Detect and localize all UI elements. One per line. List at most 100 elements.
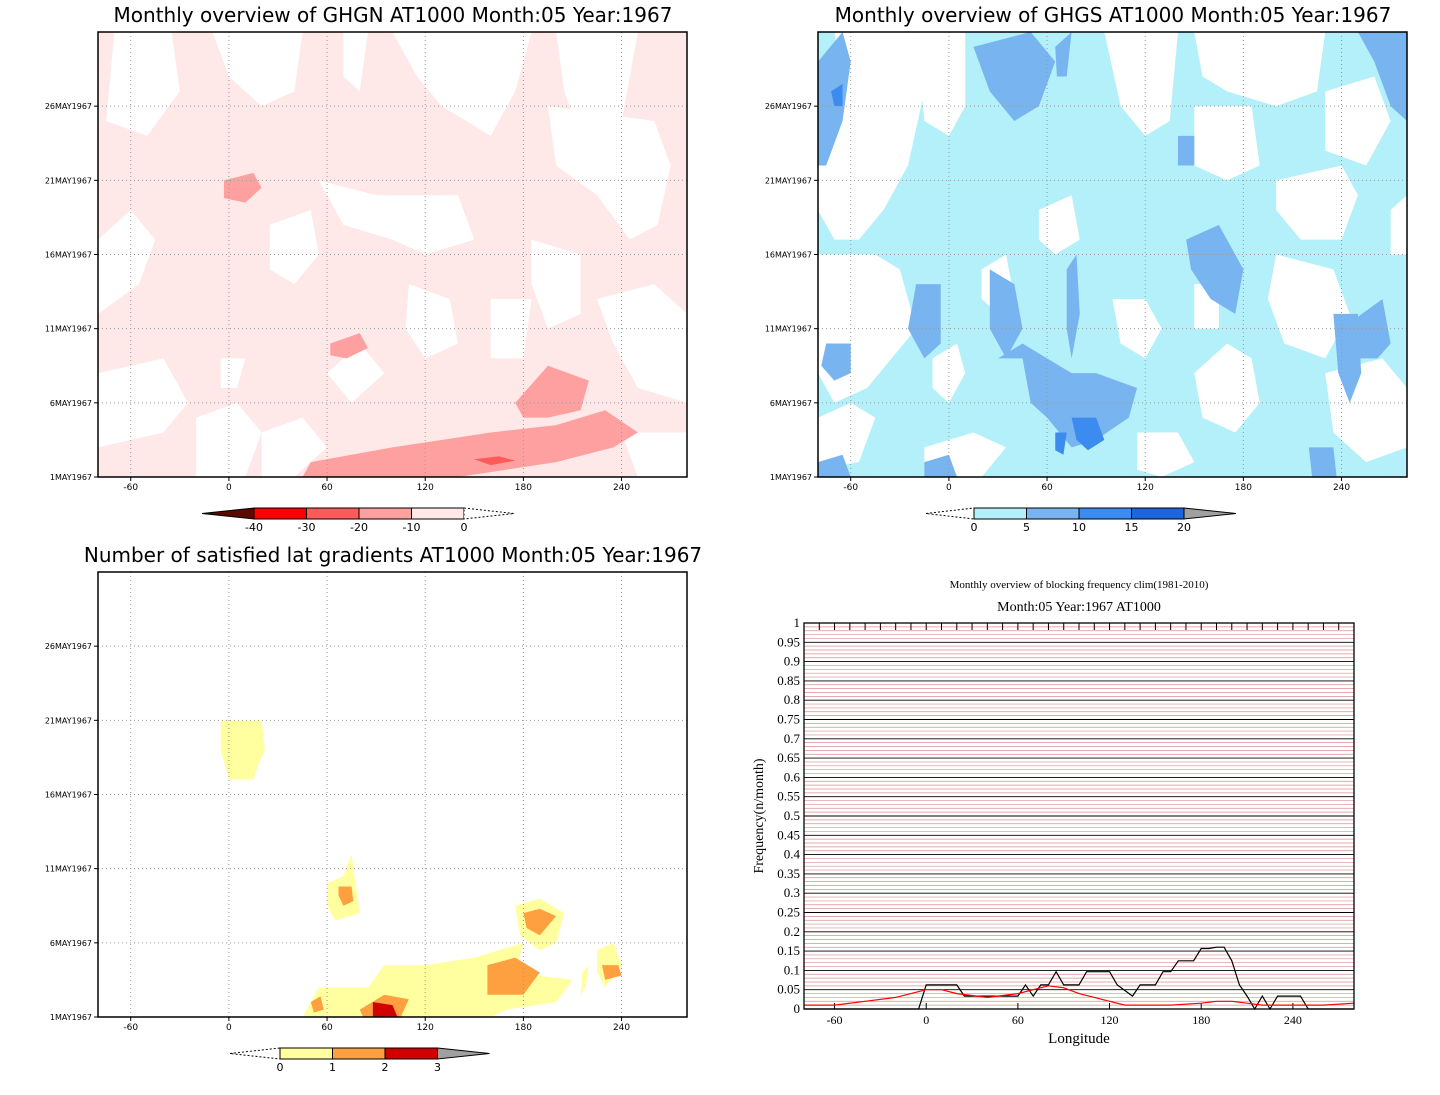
- colorbar-segment: [1078, 507, 1132, 520]
- x-tick-label: 240: [613, 483, 630, 493]
- contour-region-one: [580, 965, 589, 995]
- y-tick-label: 0.7: [784, 731, 801, 746]
- colorbar-label: -30: [298, 521, 316, 534]
- y-axis-label: Frequency(n/month): [752, 758, 767, 873]
- contour-region-positive: [556, 32, 638, 136]
- y-tick-label: 16MAY1967: [45, 791, 92, 800]
- y-tick-label: 0.95: [777, 634, 800, 649]
- contour-region-mid: [907, 284, 941, 359]
- contour-region-low: [1276, 165, 1358, 240]
- x-tick-label: 180: [1235, 483, 1252, 493]
- contour-region-low: [1137, 432, 1195, 477]
- colorbar-label: 0: [277, 1061, 284, 1074]
- series-line: [804, 985, 1355, 1006]
- colorbar: 0 1 2 3: [229, 1047, 490, 1074]
- x-tick-label: 180: [515, 1023, 532, 1033]
- y-tick-label: 0.3: [784, 885, 800, 900]
- contour-region-high: [831, 83, 843, 107]
- contour-region-positive: [405, 284, 458, 359]
- blocking-frequency-panel: Monthly overview of blocking frequency c…: [720, 540, 1440, 1091]
- contour-region-low: [1104, 32, 1178, 136]
- colorbar-left-arrow: [201, 507, 255, 520]
- x-tick-label: 120: [417, 483, 434, 493]
- plot-frame: [817, 31, 1408, 478]
- colorbar-label: -10: [403, 521, 421, 534]
- contour-region-positive: [392, 32, 532, 136]
- chart-title: Monthly overview of GHGN AT1000 Month:05…: [114, 3, 673, 27]
- x-tick-label: -60: [123, 483, 138, 493]
- contour-region-negative: [515, 365, 589, 418]
- colorbar-label: 0: [461, 521, 468, 534]
- ghgs-panel: Monthly overview of GHGS AT1000 Month:05…: [720, 0, 1440, 545]
- x-tick-label: 120: [417, 1023, 434, 1033]
- contour-region-mid: [1055, 32, 1072, 77]
- background-field: [98, 572, 687, 1017]
- contour-region-strong-negative: [474, 456, 516, 466]
- y-tick-label: 0.25: [777, 905, 800, 920]
- x-tick-label: 0: [946, 483, 952, 493]
- contour-region-positive: [597, 284, 687, 403]
- contour-region-positive: [220, 358, 246, 388]
- y-tick-label: 1MAY1967: [50, 1013, 92, 1022]
- x-tick-label: 0: [226, 483, 232, 493]
- contour-region-low: [1390, 195, 1407, 255]
- colorbar-label: 3: [434, 1061, 441, 1074]
- colorbar-label: 15: [1125, 521, 1139, 534]
- y-tick-label: 0.4: [784, 847, 801, 862]
- colorbar-right-arrow: [463, 507, 515, 520]
- contour-region-positive: [327, 343, 385, 403]
- y-tick-label: 11MAY1967: [765, 325, 812, 334]
- x-tick-label: 240: [1333, 483, 1350, 493]
- contour-region-low: [1112, 299, 1162, 359]
- contour-region-positive: [621, 432, 687, 477]
- contour-region-positive: [212, 32, 303, 107]
- y-tick-label: 0.35: [777, 866, 800, 881]
- x-tick-label: 180: [1192, 1013, 1210, 1027]
- contour-region-mid: [818, 454, 851, 477]
- y-tick-label: 6MAY1967: [50, 939, 92, 948]
- contour-region-mid: [821, 343, 851, 381]
- contour-region-mid: [1308, 447, 1337, 477]
- colorbar-segment: [253, 507, 307, 520]
- y-tick-label: 16MAY1967: [765, 251, 812, 260]
- contour-region-positive: [196, 402, 262, 477]
- contour-region-high: [1071, 417, 1105, 451]
- colorbar-segment: [1131, 507, 1185, 520]
- colorbar-segment: [973, 507, 1027, 520]
- y-tick-label: 21MAY1967: [45, 716, 92, 725]
- colorbar-segment: [279, 1047, 333, 1060]
- contour-region-three: [372, 1002, 398, 1017]
- contour-region-low: [1267, 254, 1350, 359]
- y-tick-label: 16MAY1967: [45, 251, 92, 260]
- ghgs-chart: Monthly overview of GHGS AT1000 Month:05…: [765, 3, 1408, 534]
- contour-region-positive: [547, 106, 671, 240]
- colorbar-label: -40: [245, 521, 263, 534]
- y-tick-label: 0.9: [784, 654, 800, 669]
- colorbar-right-arrow: [437, 1047, 490, 1060]
- chart-title: Number of satisfied lat gradients AT1000…: [84, 543, 702, 567]
- y-tick-label: 21MAY1967: [45, 176, 92, 185]
- contour-region-mid: [1177, 135, 1195, 166]
- y-tick-label: 0.75: [777, 712, 800, 727]
- y-tick-label: 6MAY1967: [50, 399, 92, 408]
- colorbar-segment: [384, 1047, 438, 1060]
- y-tick-label: 0.65: [777, 750, 800, 765]
- contour-region-two: [487, 957, 540, 995]
- y-tick-label: 26MAY1967: [765, 102, 812, 111]
- x-tick-label: 0: [923, 1013, 929, 1027]
- y-tick-label: 0.6: [784, 769, 801, 784]
- colorbar-segment: [332, 1047, 386, 1060]
- contour-region-positive: [531, 239, 581, 329]
- contour-region-two: [601, 965, 622, 980]
- y-tick-label: 11MAY1967: [45, 325, 92, 334]
- y-tick-label: 0.1: [784, 962, 800, 977]
- contour-region-positive: [106, 32, 180, 136]
- y-tick-label: 0.5: [784, 808, 800, 823]
- contour-region-positive: [98, 210, 156, 314]
- contour-region-mid: [1357, 32, 1407, 121]
- contour-region-low: [1325, 76, 1391, 166]
- y-tick-label: 0.05: [777, 982, 800, 997]
- x-tick-label: -60: [843, 483, 858, 493]
- contour-region-negative: [302, 410, 638, 477]
- y-tick-label: 26MAY1967: [45, 102, 92, 111]
